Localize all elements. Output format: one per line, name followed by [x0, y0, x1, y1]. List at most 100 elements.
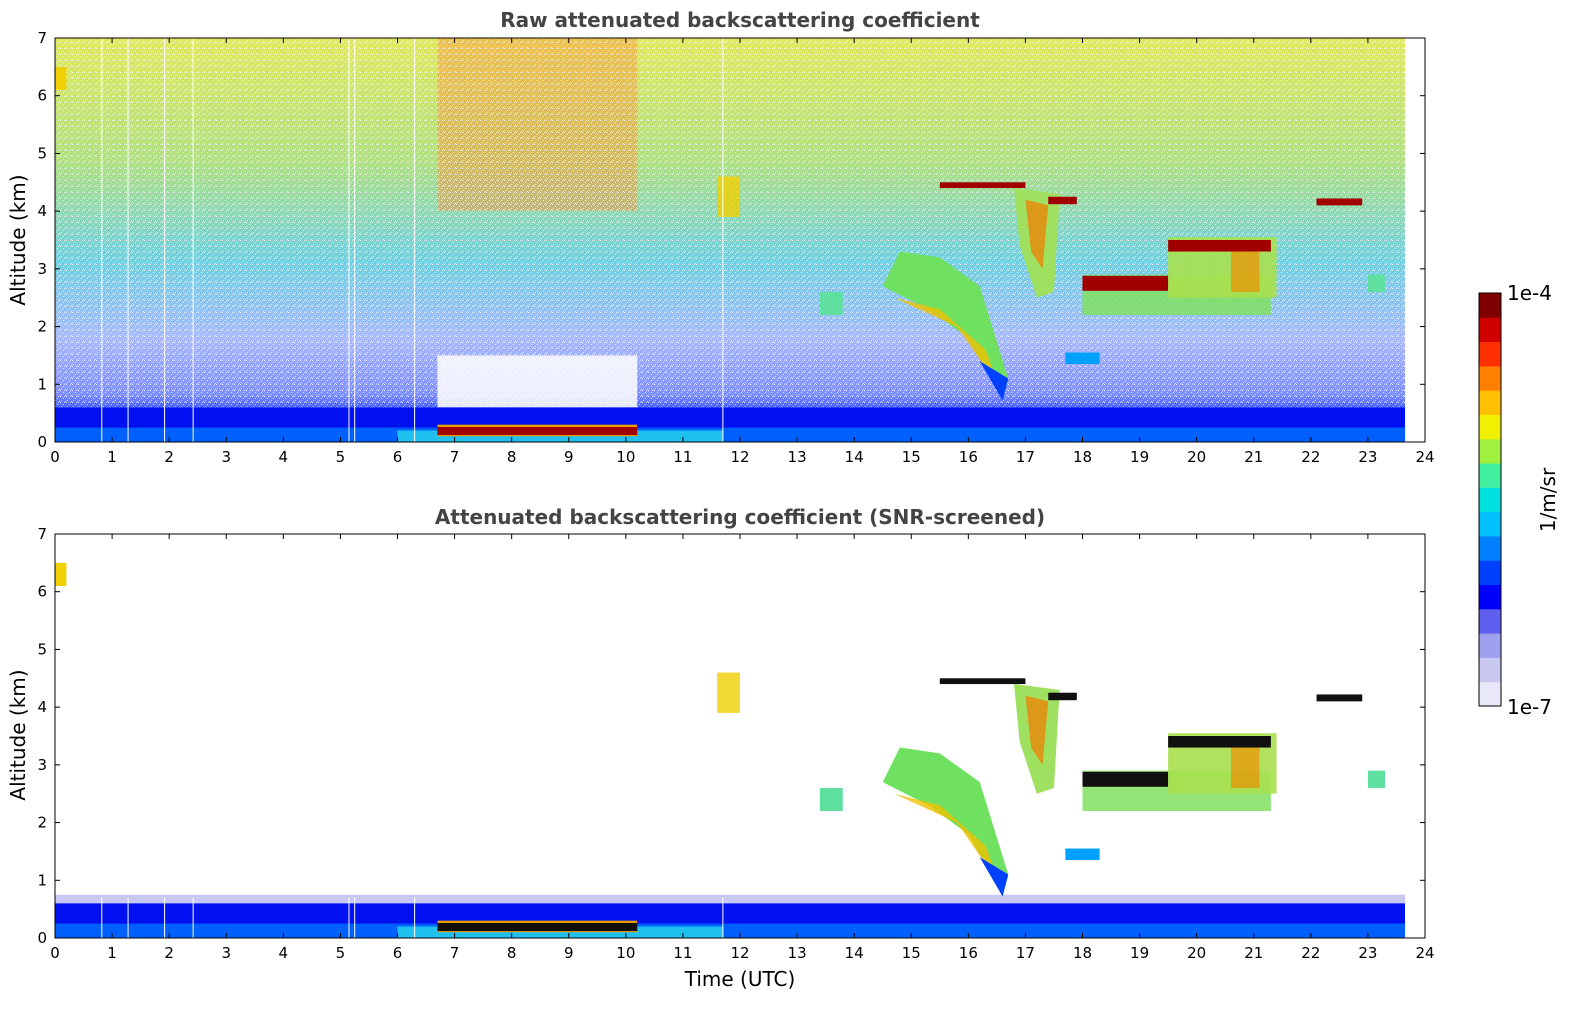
cloud-layer-20-21-core: [1230, 245, 1260, 292]
panel-raw: Raw attenuated backscattering coefficien…: [6, 8, 1435, 466]
colorbar-band: [1479, 293, 1501, 318]
small-patch-13: [819, 787, 843, 812]
colorbar-band: [1479, 390, 1501, 415]
panel-screened-ylabel: Altitude (km): [6, 669, 30, 800]
x-tick-label: 21: [1244, 944, 1263, 962]
cirrus-15-17: [882, 747, 1009, 897]
small-blue-patch: [1065, 352, 1100, 365]
small-patch-23: [1367, 274, 1386, 292]
cirrus-tail: [979, 361, 1009, 401]
fallstreak-core: [1025, 695, 1049, 765]
x-tick-label: 11: [673, 944, 692, 962]
x-tick-label: 12: [730, 944, 749, 962]
y-tick-label: 0: [37, 929, 47, 947]
boundary-layer-lower: [397, 430, 723, 442]
x-tick-label: 23: [1358, 944, 1377, 962]
colorbar-band: [1479, 584, 1501, 610]
cirrus-tail: [979, 857, 1009, 897]
cirrus-core: [894, 297, 1003, 396]
x-tick-label: 0: [50, 944, 60, 962]
x-tick-label: 23: [1358, 448, 1377, 466]
colorbar-band: [1479, 511, 1501, 537]
y-tick-label: 1: [37, 871, 47, 889]
x-tick-label: 8: [507, 448, 517, 466]
panel-screened: Attenuated backscattering coefficient (S…: [6, 505, 1435, 991]
x-tick-label: 2: [164, 448, 174, 466]
x-tick-label: 16: [959, 944, 978, 962]
x-tick-label: 14: [845, 448, 864, 466]
x-tick-label: 0: [50, 448, 60, 466]
x-tick-label: 14: [845, 944, 864, 962]
x-tick-label: 9: [564, 448, 574, 466]
x-tick-label: 4: [279, 944, 289, 962]
x-tick-label: 12: [730, 448, 749, 466]
x-tick-label: 16: [959, 448, 978, 466]
x-tick-label: 15: [902, 448, 921, 466]
colorbar-band: [1479, 681, 1501, 707]
y-tick-label: 7: [37, 525, 47, 543]
x-tick-label: 6: [393, 944, 403, 962]
colorbar-band: [1479, 657, 1501, 683]
panel-screened-plot-area: [55, 562, 1406, 938]
x-tick-label: 10: [616, 448, 635, 466]
colorbar-band: [1479, 438, 1501, 464]
cloud-layer-20-21: [1168, 240, 1271, 252]
x-tick-label: 22: [1301, 448, 1320, 466]
colorbar-band: [1479, 463, 1501, 488]
colorbar-band: [1479, 633, 1501, 658]
y-tick-label: 2: [37, 814, 47, 832]
x-tick-label: 7: [450, 448, 460, 466]
low-cloud-morning: [437, 426, 638, 436]
colorbar-max-label: 1e-4: [1507, 281, 1552, 305]
colorbar-band: [1479, 535, 1501, 561]
colorbar-frame: [1478, 292, 1502, 707]
boundary-layer-core: [55, 923, 1406, 938]
x-tick-label: 19: [1130, 944, 1149, 962]
colorbar-bands: [1479, 293, 1501, 707]
cirrus-core: [894, 793, 1003, 892]
x-tick-label: 21: [1244, 448, 1263, 466]
y-tick-label: 7: [37, 29, 47, 47]
upper-left-patch: [55, 66, 67, 90]
y-tick-label: 6: [37, 87, 47, 105]
y-tick-label: 5: [37, 640, 47, 658]
x-tick-label: 13: [788, 448, 807, 466]
thin-layer-4-4km: [939, 182, 1026, 189]
y-tick-label: 3: [37, 756, 47, 774]
colorbar-band: [1479, 317, 1501, 343]
fallstreak-core: [1025, 199, 1049, 269]
thin-layer-4-4km: [939, 678, 1026, 685]
x-tick-label: 24: [1415, 944, 1434, 962]
panel-screened-xlabel: Time (UTC): [684, 967, 796, 991]
patch-12h-4km: [717, 672, 740, 713]
panel-screened-title: Attenuated backscattering coefficient (S…: [435, 505, 1045, 529]
x-tick-label: 2: [164, 944, 174, 962]
colorbar: 1e-4 1e-7 1/m/sr: [1478, 281, 1560, 719]
y-tick-label: 4: [37, 698, 47, 716]
colorbar-band: [1479, 414, 1501, 440]
x-tick-label: 18: [1073, 448, 1092, 466]
y-tick-label: 6: [37, 583, 47, 601]
cirrus-15-17: [882, 251, 1009, 401]
small-patch-23: [1367, 770, 1386, 788]
x-tick-label: 1: [107, 448, 117, 466]
x-tick-label: 17: [1016, 448, 1035, 466]
cloud-layer-20-21-core: [1230, 741, 1260, 788]
colorbar-band: [1479, 365, 1501, 391]
colorbar-band: [1479, 341, 1501, 367]
y-tick-label: 2: [37, 318, 47, 336]
boundary-layer-core: [55, 427, 1406, 442]
x-tick-label: 18: [1073, 944, 1092, 962]
colorbar-min-label: 1e-7: [1507, 695, 1552, 719]
x-tick-label: 10: [616, 944, 635, 962]
x-tick-label: 8: [507, 944, 517, 962]
panel-raw-plot-area: [55, 38, 1406, 442]
small-patch-13: [819, 291, 843, 316]
panel-screened-ticks: 0 1 2 3 4 5 6 7 8 9 10 11 12 13 14 15 16 17 18 19 20 21 22 23 24…: [37, 525, 1434, 962]
panel-raw-ylabel: Altitude (km): [6, 174, 30, 305]
x-tick-label: 17: [1016, 944, 1035, 962]
colorbar-band: [1479, 560, 1501, 586]
upper-streak-22: [1316, 198, 1363, 206]
